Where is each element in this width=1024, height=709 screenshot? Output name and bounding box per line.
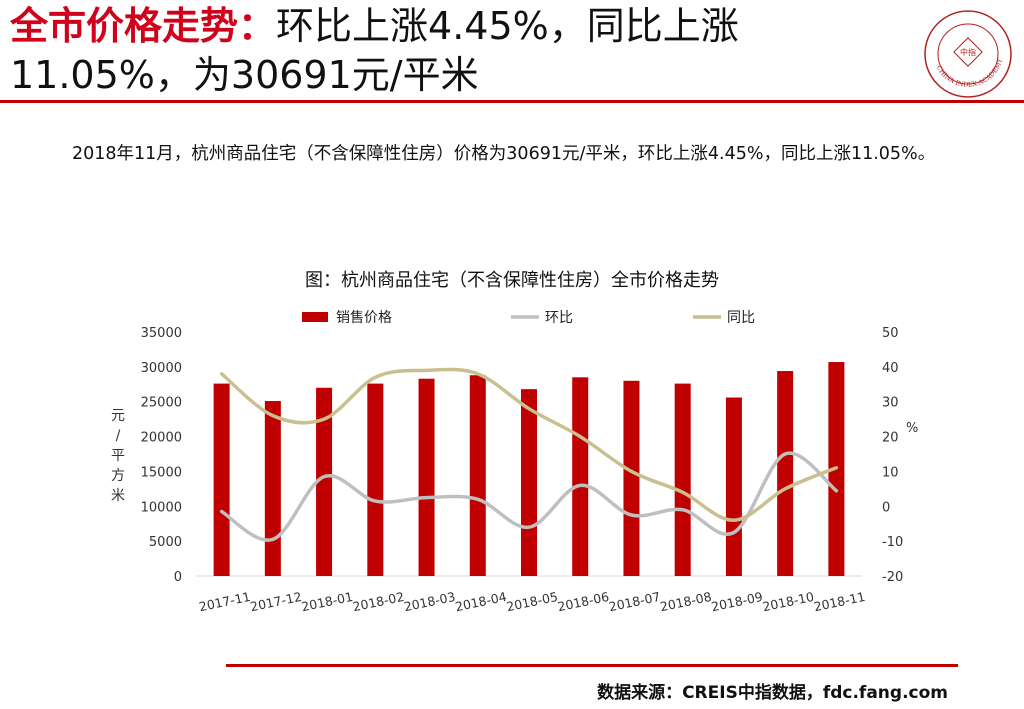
price-bar bbox=[725, 397, 742, 576]
y-left-axis-label: 方 bbox=[111, 468, 125, 484]
price-bar bbox=[213, 383, 230, 576]
y-left-axis-label: 元 bbox=[111, 408, 125, 424]
x-tick-label: 2018-03 bbox=[402, 589, 456, 615]
academy-logo: CHINA INDEX ACADEMY 中指 bbox=[924, 10, 1012, 98]
x-tick-label: 2018-06 bbox=[556, 589, 610, 615]
price-bar bbox=[777, 371, 794, 576]
y-left-tick-label: 35000 bbox=[141, 326, 182, 341]
y-left-axis-label: 平 bbox=[111, 448, 125, 464]
x-axis-labels: 2017-112017-122018-012018-022018-032018-… bbox=[198, 589, 867, 615]
mom-line bbox=[219, 451, 839, 542]
x-tick-label: 2018-08 bbox=[659, 589, 713, 615]
y-left-axis-label: 米 bbox=[111, 488, 125, 504]
y-right-tick-label: 50 bbox=[882, 326, 899, 341]
y-left-tick-label: 25000 bbox=[141, 396, 182, 411]
page-title: 全市价格走势：环比上涨4.45%，同比上涨11.05%，为30691元/平米 bbox=[10, 2, 910, 100]
data-source: 数据来源：CREIS中指数据，fdc.fang.com bbox=[597, 683, 948, 703]
legend-label: 环比 bbox=[545, 310, 573, 326]
y-left-tick-label: 20000 bbox=[141, 431, 182, 446]
price-bar bbox=[623, 380, 640, 576]
y-right-tick-label: 0 bbox=[882, 500, 890, 515]
legend-label: 销售价格 bbox=[336, 310, 392, 326]
header-divider bbox=[0, 100, 1024, 103]
chart-title: 图：杭州商品住宅（不含保障性住房）全市价格走势 bbox=[305, 270, 719, 291]
y-left-tick-label: 5000 bbox=[149, 535, 182, 550]
yoy-line bbox=[219, 367, 839, 522]
title-rest: 环比上涨4.45%，同比上涨11.05%，为30691元/平米 bbox=[10, 4, 739, 97]
y-left-tick-label: 30000 bbox=[141, 361, 182, 376]
x-tick-label: 2018-01 bbox=[300, 589, 354, 615]
y-right-axis-label: % bbox=[906, 421, 918, 436]
x-tick-label: 2017-11 bbox=[198, 589, 252, 615]
price-bar bbox=[367, 383, 384, 576]
footer-divider bbox=[226, 664, 958, 667]
summary-paragraph: 2018年11月，杭州商品住宅（不含保障性住房）价格为30691元/平米，环比上… bbox=[36, 135, 996, 174]
price-bar bbox=[316, 387, 333, 576]
y-left-axis-label: / bbox=[116, 428, 121, 444]
x-tick-label: 2018-04 bbox=[454, 589, 508, 615]
y-right-tick-label: 40 bbox=[882, 361, 899, 376]
x-tick-label: 2018-11 bbox=[812, 589, 866, 615]
price-bar bbox=[418, 378, 435, 576]
line-series bbox=[219, 367, 839, 542]
y-right-tick-label: 30 bbox=[882, 396, 899, 411]
y-left-tick-label: 10000 bbox=[141, 500, 182, 515]
x-tick-label: 2017-12 bbox=[249, 589, 303, 615]
bar-series bbox=[213, 362, 845, 576]
price-bar bbox=[572, 377, 589, 576]
title-highlight: 全市价格走势： bbox=[10, 4, 277, 48]
y-right-tick-label: 20 bbox=[882, 431, 899, 446]
x-tick-label: 2018-10 bbox=[761, 589, 815, 615]
chart-axes: 0 5000 10000 15000 20000 25000 30000 35000 -20 -1… bbox=[111, 326, 918, 585]
y-right-tick-label: 10 bbox=[882, 465, 899, 480]
x-tick-label: 2018-09 bbox=[710, 589, 764, 615]
chart-legend: 销售价格 环比 同比 bbox=[302, 310, 755, 326]
x-tick-label: 2018-07 bbox=[607, 589, 661, 615]
price-bar bbox=[674, 383, 691, 576]
y-right-tick-label: -10 bbox=[882, 535, 903, 550]
x-tick-label: 2018-05 bbox=[505, 589, 559, 615]
logo-center: 中指 bbox=[960, 47, 976, 57]
y-left-tick-label: 0 bbox=[174, 570, 182, 585]
price-bar bbox=[264, 401, 281, 576]
price-bar bbox=[469, 375, 486, 576]
summary-text: 2018年11月，杭州商品住宅（不含保障性住房）价格为30691元/平米，环比上… bbox=[72, 144, 936, 164]
price-bar bbox=[521, 389, 537, 576]
legend-swatch-bar bbox=[302, 312, 328, 322]
y-right-tick-label: -20 bbox=[882, 570, 903, 585]
y-left-tick-label: 15000 bbox=[141, 465, 182, 480]
legend-label: 同比 bbox=[727, 310, 755, 326]
x-tick-label: 2018-02 bbox=[351, 589, 405, 615]
